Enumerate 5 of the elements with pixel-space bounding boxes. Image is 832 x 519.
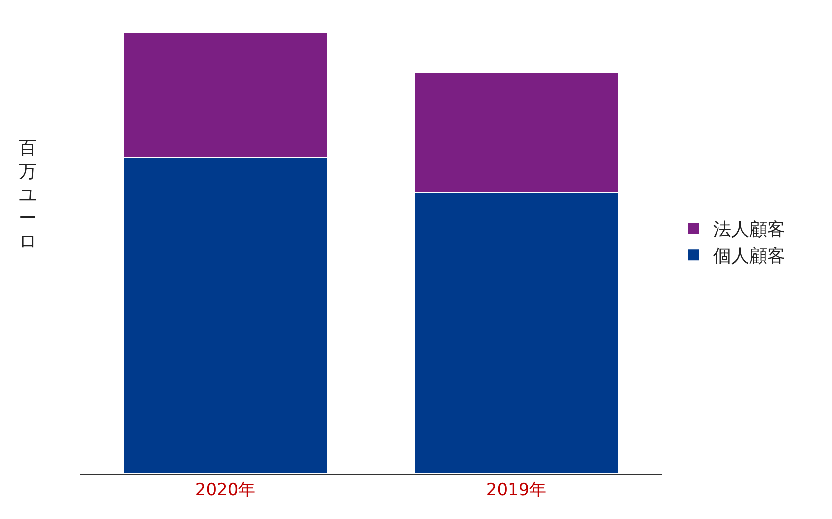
x-tick-label: 2019年: [486, 480, 547, 500]
legend-label: 個人顧客: [714, 246, 786, 268]
x-tick-label: 2020年: [195, 480, 256, 500]
legend-label: 法人顧客: [714, 220, 786, 241]
y-axis-title: 百万ユーロ: [19, 138, 37, 253]
